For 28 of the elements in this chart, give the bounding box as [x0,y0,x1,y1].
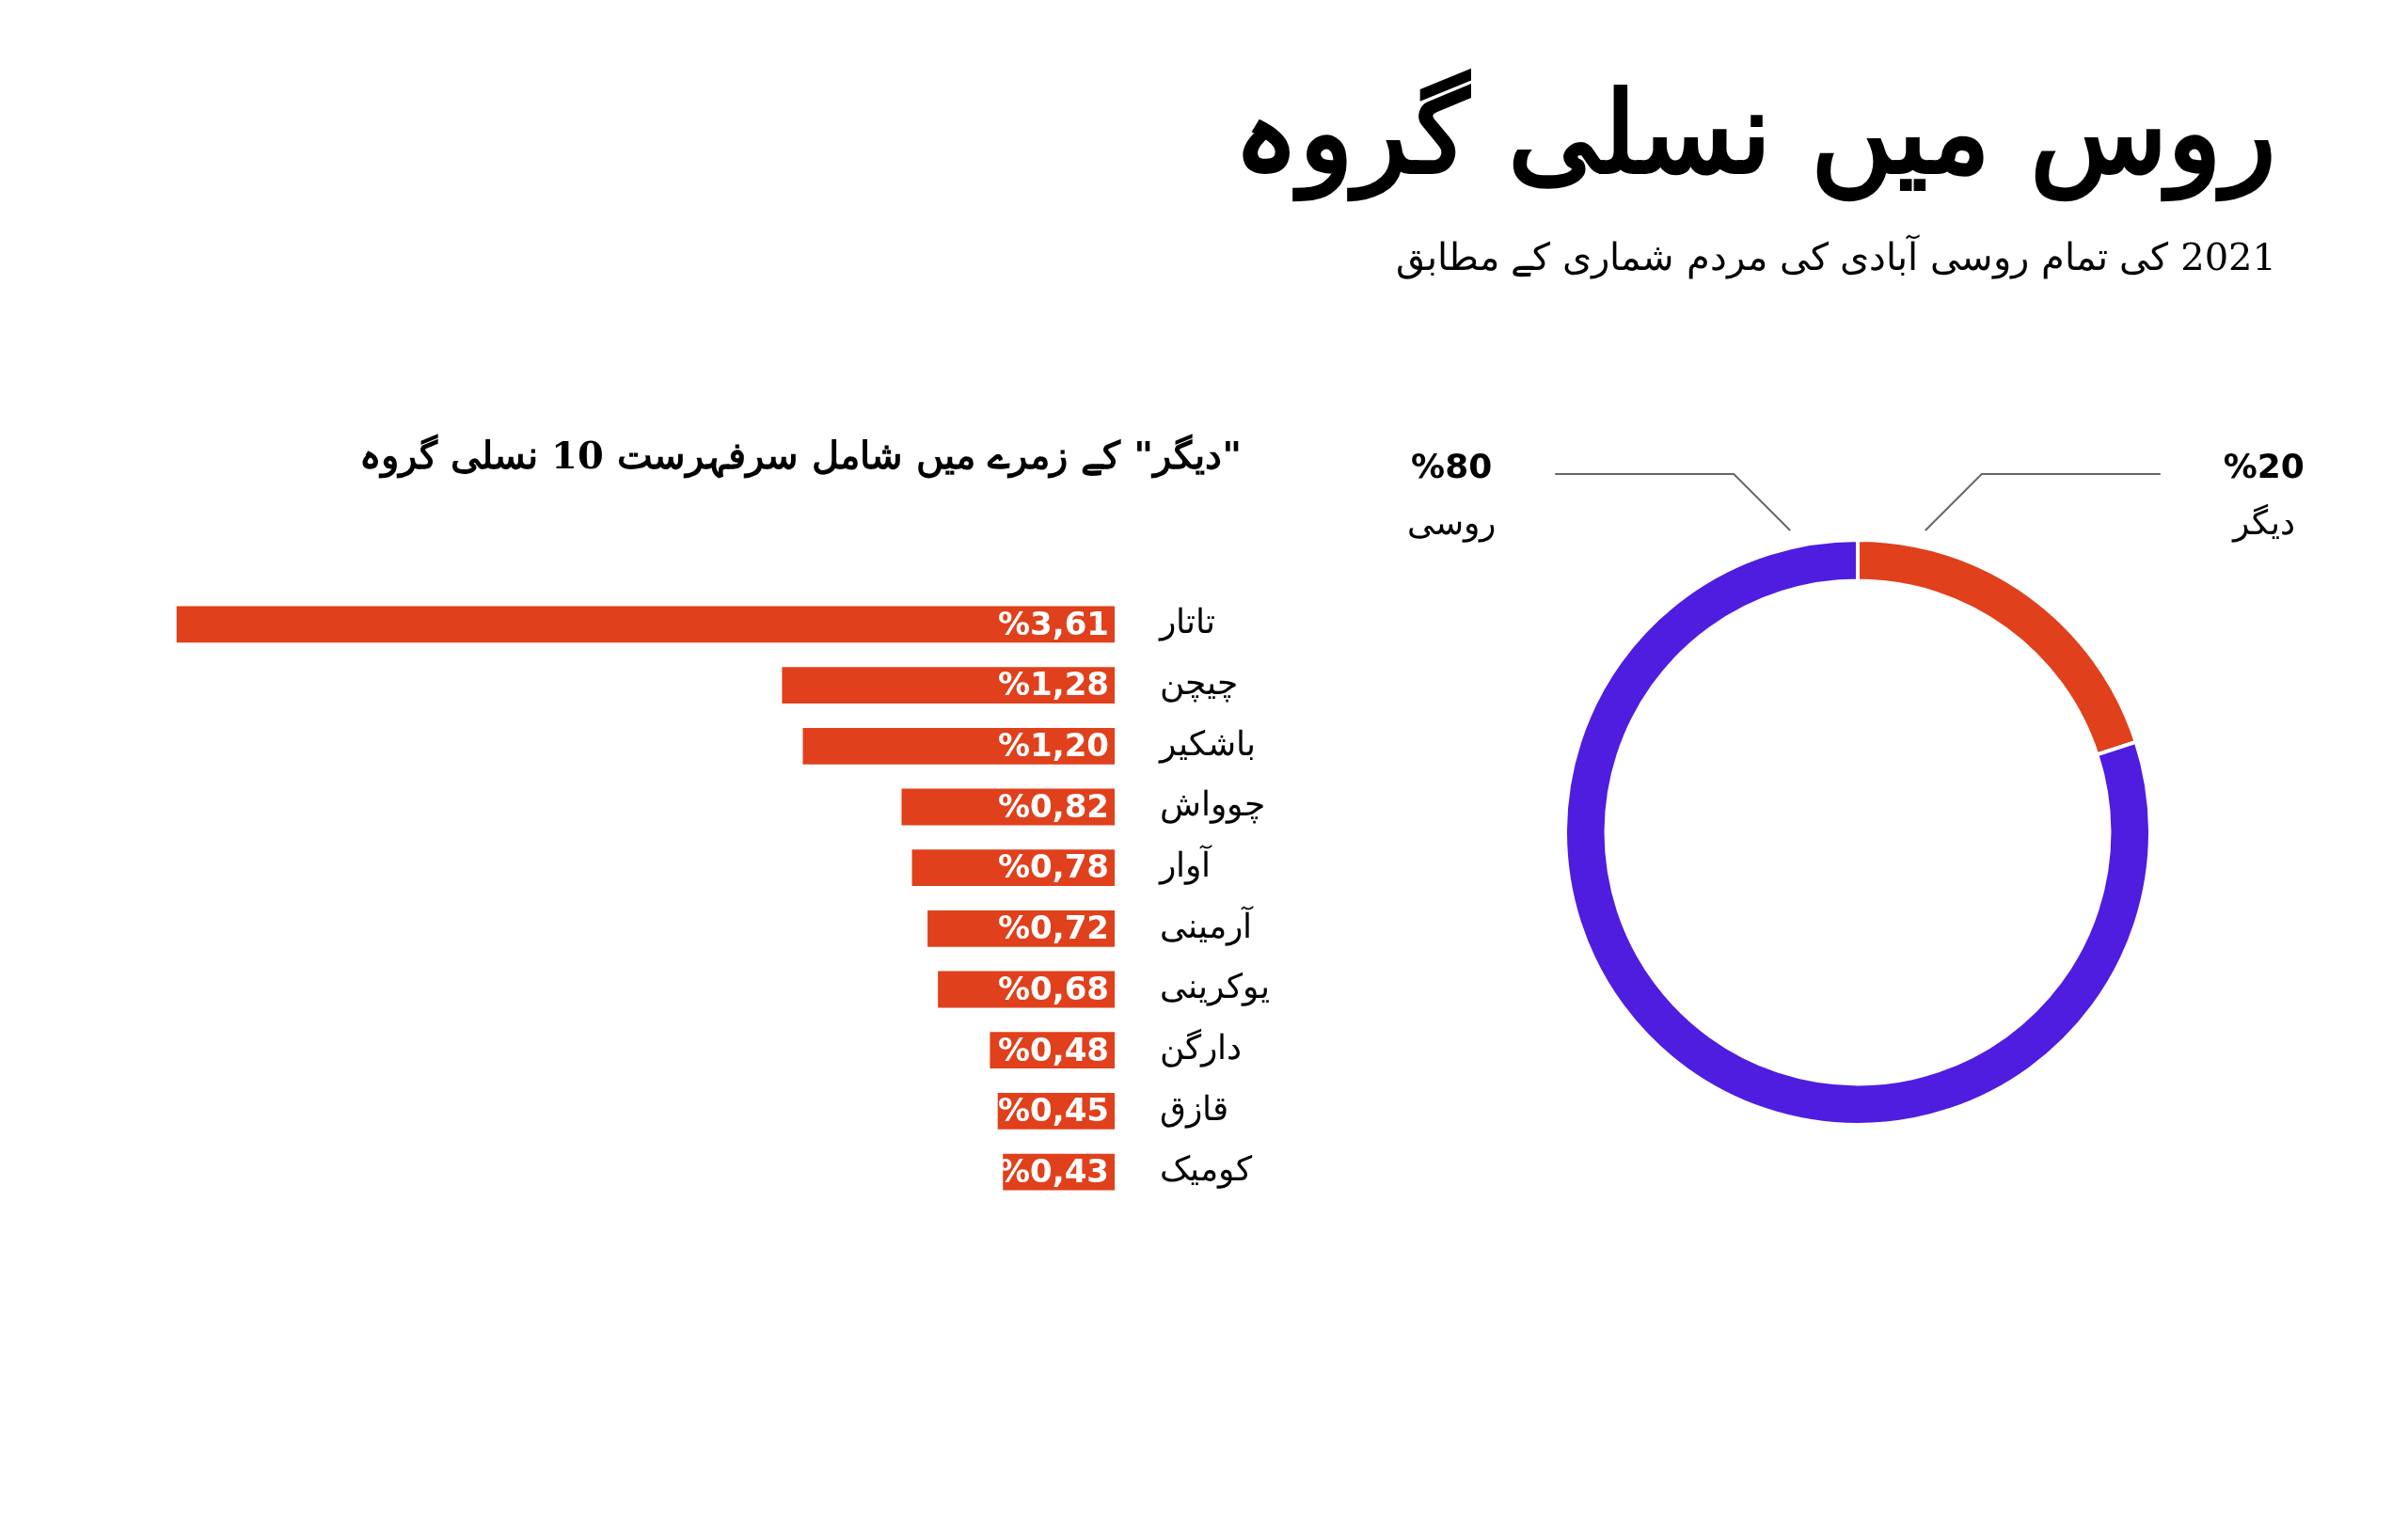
data-label: %0,78 [998,847,1109,886]
data-label: %1,28 [998,665,1109,704]
data-label: %0,82 [998,786,1109,825]
slice-label: روسی [1407,503,1497,544]
data-label: %80 [1411,447,1493,486]
bar [782,667,1115,704]
data-label: %0,43 [998,1151,1109,1190]
data-label: %0,45 [998,1091,1109,1130]
y-tick-label: آوار [1158,845,1212,886]
y-tick-label: چوواش [1160,784,1265,825]
slice-label: دیگر [2230,503,2295,544]
data-label: %20 [2223,447,2305,486]
data-label: %0,68 [998,969,1109,1007]
chart-subtitle: 2021 کی تمام روسی آبادی کی مردم شماری کے مطابق [1395,235,2276,278]
y-tick-label: یوکرینی [1160,967,1270,1007]
y-tick-label: چیچن [1160,662,1238,703]
y-tick-label: دارگن [1160,1028,1242,1068]
chart-title: "دیگر" کے زمرے میں شامل سرفہرست 10 نسلی گروہ [359,433,1242,477]
data-label: %1,20 [998,726,1109,765]
y-tick-label: باشکیر [1158,723,1256,764]
y-tick-label: کومیک [1160,1149,1253,1190]
y-tick-label: تاتار [1158,602,1215,642]
y-tick-label: قازق [1160,1088,1228,1129]
y-tick-label: آرمینی [1160,905,1254,946]
bar [176,606,1115,643]
data-label: %0,72 [998,909,1109,947]
data-label: %3,61 [998,604,1109,642]
data-label: %0,48 [998,1030,1109,1068]
